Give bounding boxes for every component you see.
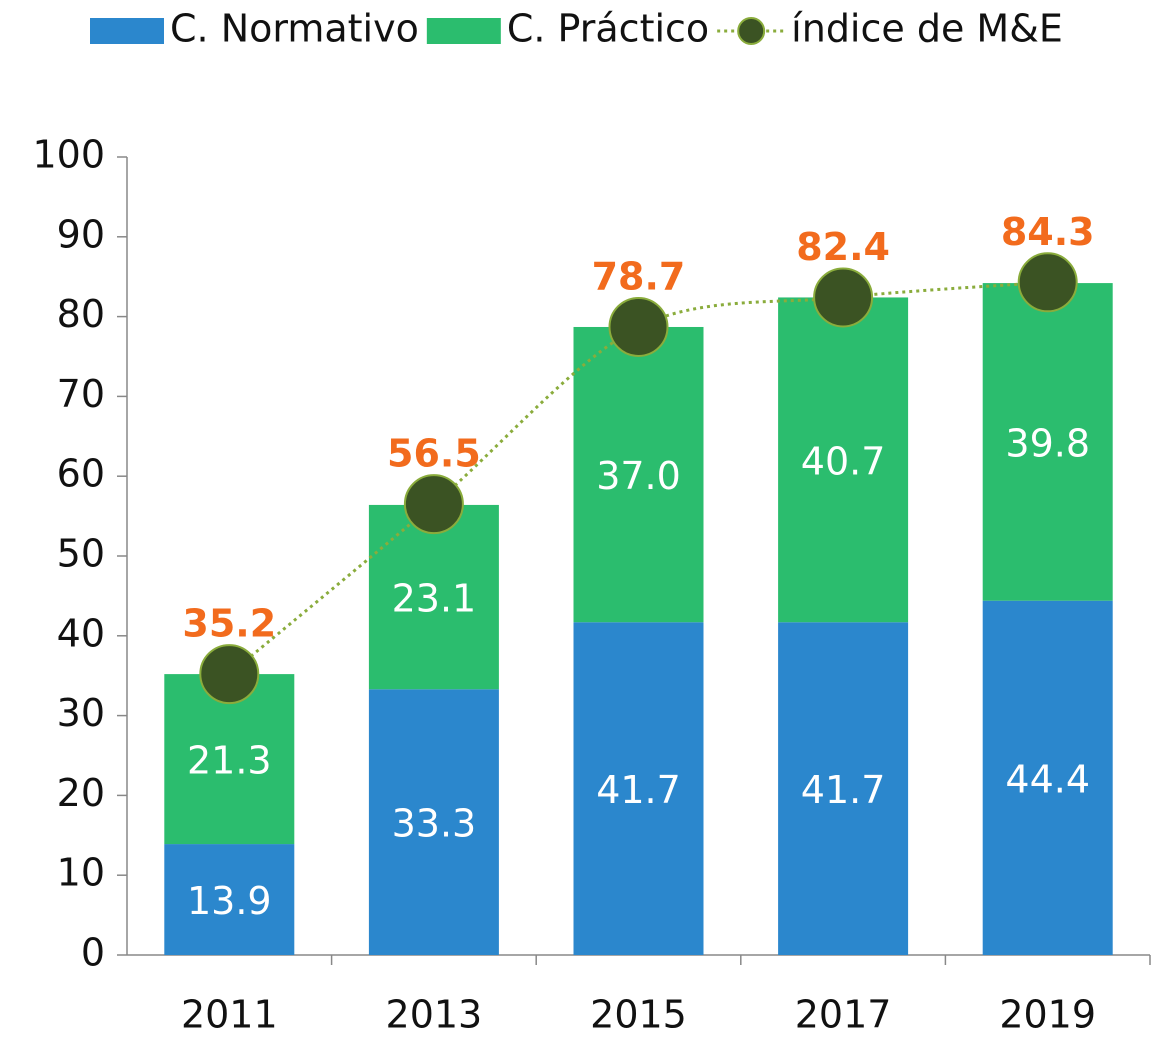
index-label: 35.2 bbox=[182, 602, 276, 646]
value-label: 23.1 bbox=[392, 577, 477, 621]
y-tick-label: 10 bbox=[57, 851, 105, 895]
y-tick-label: 80 bbox=[57, 292, 105, 336]
value-label: 40.7 bbox=[801, 439, 886, 483]
bar-segment bbox=[778, 622, 909, 955]
x-tick-label: 2019 bbox=[999, 993, 1096, 1036]
index-label: 78.7 bbox=[592, 254, 686, 298]
legend-label: C. Práctico bbox=[507, 7, 709, 51]
y-tick-label: 50 bbox=[57, 532, 105, 576]
bar-segment bbox=[573, 326, 704, 623]
bar-segment bbox=[982, 600, 1113, 955]
x-tick-label: 2017 bbox=[795, 993, 892, 1036]
value-label: 41.7 bbox=[596, 768, 681, 812]
bar-segment bbox=[573, 622, 704, 955]
x-tick-label: 2015 bbox=[590, 993, 687, 1036]
value-label: 37.0 bbox=[596, 454, 681, 498]
value-label: 44.4 bbox=[1005, 757, 1090, 801]
bar-segment bbox=[164, 844, 295, 955]
value-label: 13.9 bbox=[187, 879, 272, 923]
bar-segment bbox=[368, 504, 499, 690]
value-label: 33.3 bbox=[392, 802, 477, 846]
index-marker bbox=[608, 296, 669, 357]
index-line bbox=[228, 280, 1048, 676]
y-tick-label: 0 bbox=[81, 931, 105, 975]
value-label: 21.3 bbox=[187, 739, 272, 783]
y-tick-label: 20 bbox=[57, 771, 105, 815]
x-tick-label: 2011 bbox=[181, 993, 278, 1036]
legend-marker bbox=[737, 17, 766, 45]
y-tick-label: 90 bbox=[57, 212, 105, 256]
x-tick-label: 2013 bbox=[386, 993, 483, 1036]
index-label: 82.4 bbox=[796, 225, 890, 269]
y-tick-label: 40 bbox=[57, 611, 105, 655]
index-label: 56.5 bbox=[387, 432, 481, 476]
index-marker bbox=[1017, 252, 1078, 313]
legend-label: índice de M&E bbox=[791, 7, 1063, 51]
value-label: 41.7 bbox=[801, 768, 886, 812]
value-label: 39.8 bbox=[1005, 421, 1090, 465]
legend-swatch bbox=[426, 18, 501, 44]
y-tick-label: 30 bbox=[57, 691, 105, 735]
legend-swatch bbox=[90, 18, 164, 44]
bar-segment bbox=[982, 283, 1113, 601]
index-marker bbox=[813, 267, 874, 328]
legend-label: C. Normativo bbox=[170, 7, 419, 51]
y-tick-label: 60 bbox=[57, 452, 105, 496]
index-label: 84.3 bbox=[1001, 210, 1095, 254]
bar-segment bbox=[368, 689, 499, 955]
index-marker bbox=[403, 474, 464, 535]
bar-segment bbox=[778, 297, 909, 623]
y-tick-label: 100 bbox=[32, 133, 105, 177]
y-tick-label: 70 bbox=[57, 372, 105, 416]
index-marker bbox=[199, 644, 260, 705]
